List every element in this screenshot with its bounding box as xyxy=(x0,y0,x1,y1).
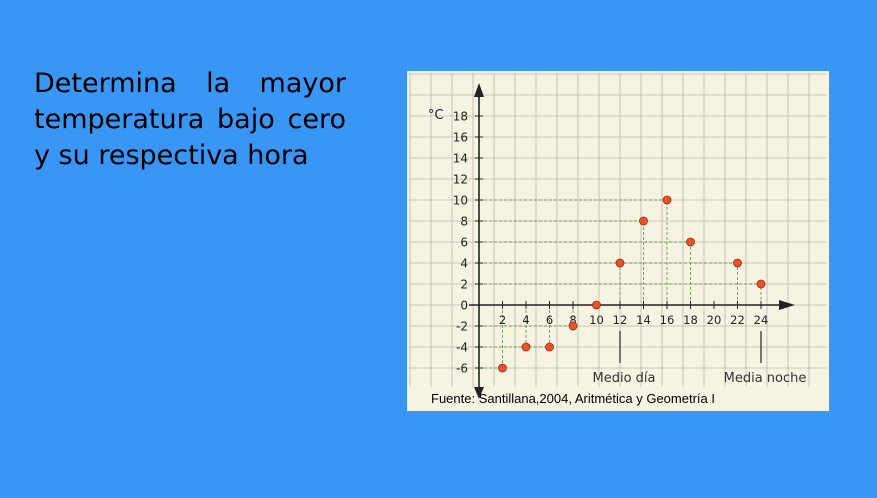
y-tick-label: 8 xyxy=(460,215,468,229)
y-tick-label: -2 xyxy=(456,320,468,334)
data-point xyxy=(592,300,601,310)
y-tick-label: 16 xyxy=(453,131,468,145)
data-point xyxy=(498,363,507,373)
y-tick-label: 4 xyxy=(460,257,468,271)
x-tick-label: 22 xyxy=(730,313,745,327)
x-tick-label: 18 xyxy=(683,313,698,327)
data-point xyxy=(639,216,648,226)
x-tick-label: 24 xyxy=(754,313,769,327)
source-caption: Fuente: Santillana,2004, Aritmética y Ge… xyxy=(431,391,715,406)
data-point xyxy=(615,258,625,268)
data-point xyxy=(686,237,695,247)
annotation-label: Medio día xyxy=(593,371,656,386)
y-tick-label: 12 xyxy=(453,173,468,187)
data-point xyxy=(756,279,766,289)
data-point xyxy=(568,321,578,331)
x-tick-label: 20 xyxy=(707,313,722,327)
x-tick-label: 4 xyxy=(522,313,529,327)
y-tick-label: 10 xyxy=(453,194,468,208)
y-tick-label: -4 xyxy=(456,341,468,355)
x-tick-label: 14 xyxy=(636,313,651,327)
y-tick-label: 18 xyxy=(453,110,468,124)
y-axis-arrow-bottom xyxy=(474,387,484,399)
data-point xyxy=(733,258,742,268)
x-tick-label: 16 xyxy=(660,313,675,327)
y-axis-arrow xyxy=(474,83,484,97)
x-tick-label: 12 xyxy=(613,313,628,327)
x-axis-arrow xyxy=(779,300,795,310)
x-tick-label: 10 xyxy=(589,313,604,327)
data-point xyxy=(545,342,554,352)
y-tick-label: -6 xyxy=(456,362,468,376)
data-point xyxy=(662,195,672,205)
x-tick-label: 8 xyxy=(569,313,576,327)
y-tick-label: 6 xyxy=(460,236,468,250)
y-tick-label: 14 xyxy=(453,152,468,166)
question-text: Determina la mayor temperatura bajo cero… xyxy=(34,68,346,171)
chart-figure: °C -6 -4 -2 0 2 4 6 8 10 12 14 16 18 2 4 6 8 10 12 14 16 18 20 2… xyxy=(407,71,829,411)
x-tick-label: 2 xyxy=(499,313,506,327)
annotation-label: Media noche xyxy=(724,371,807,386)
y-tick-label: 0 xyxy=(460,299,468,313)
y-tick-label: 2 xyxy=(460,278,468,292)
data-point xyxy=(521,342,531,352)
y-axis-label: °C xyxy=(428,108,444,123)
x-tick-label: 6 xyxy=(546,313,553,327)
